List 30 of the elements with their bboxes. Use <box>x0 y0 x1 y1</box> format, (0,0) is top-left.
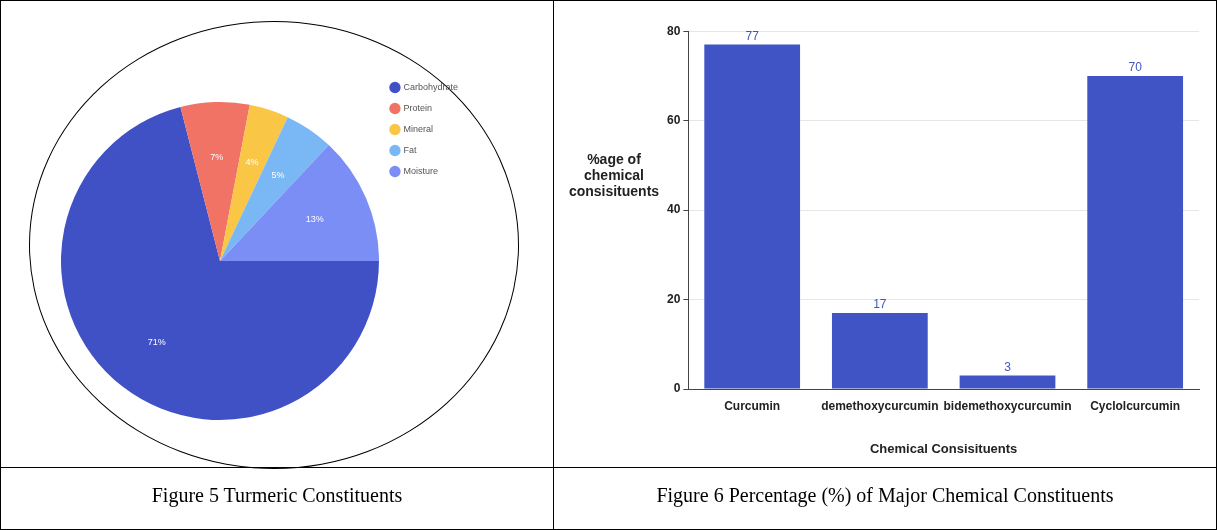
y-tick-label: 20 <box>666 291 681 306</box>
y-tick-label: 40 <box>666 202 681 217</box>
data-label: 70 <box>1128 60 1143 75</box>
y-axis-title: %age of chemical consisituents <box>567 151 661 199</box>
data-label: 3 <box>1004 359 1012 374</box>
y-tick-label: 80 <box>666 23 681 38</box>
legend-label: Fat <box>403 144 417 155</box>
legend-label: Mineral <box>403 123 433 134</box>
data-label: 7% <box>210 152 224 163</box>
x-tick-label: demethoxycurcumin <box>821 398 939 413</box>
x-tick-label: Curcumin <box>724 398 781 413</box>
data-label: 71% <box>147 337 166 348</box>
bar <box>959 375 1056 389</box>
bar <box>704 44 801 389</box>
legend-label: Moisture <box>403 165 438 176</box>
legend-label: Protein <box>403 102 432 113</box>
caption: Figure 5 Turmeric Constituents <box>150 483 404 507</box>
bar <box>1087 75 1184 389</box>
bar <box>831 312 928 389</box>
x-axis-title: Chemical Consisituents <box>869 440 1018 456</box>
caption: Figure 6 Percentage (%) of Major Chemical Constituents <box>655 483 1115 507</box>
data-label: 5% <box>271 170 285 181</box>
y-tick-label: 0 <box>673 381 681 396</box>
data-label: 17 <box>873 297 887 312</box>
x-tick-label: Cyclolcurcumin <box>1090 398 1181 413</box>
data-label: 77 <box>745 28 760 43</box>
y-tick-label: 60 <box>666 112 681 127</box>
x-tick-label: bidemethoxycurcumin <box>943 398 1072 413</box>
data-label: 4% <box>245 157 259 168</box>
data-label: 13% <box>305 214 324 225</box>
